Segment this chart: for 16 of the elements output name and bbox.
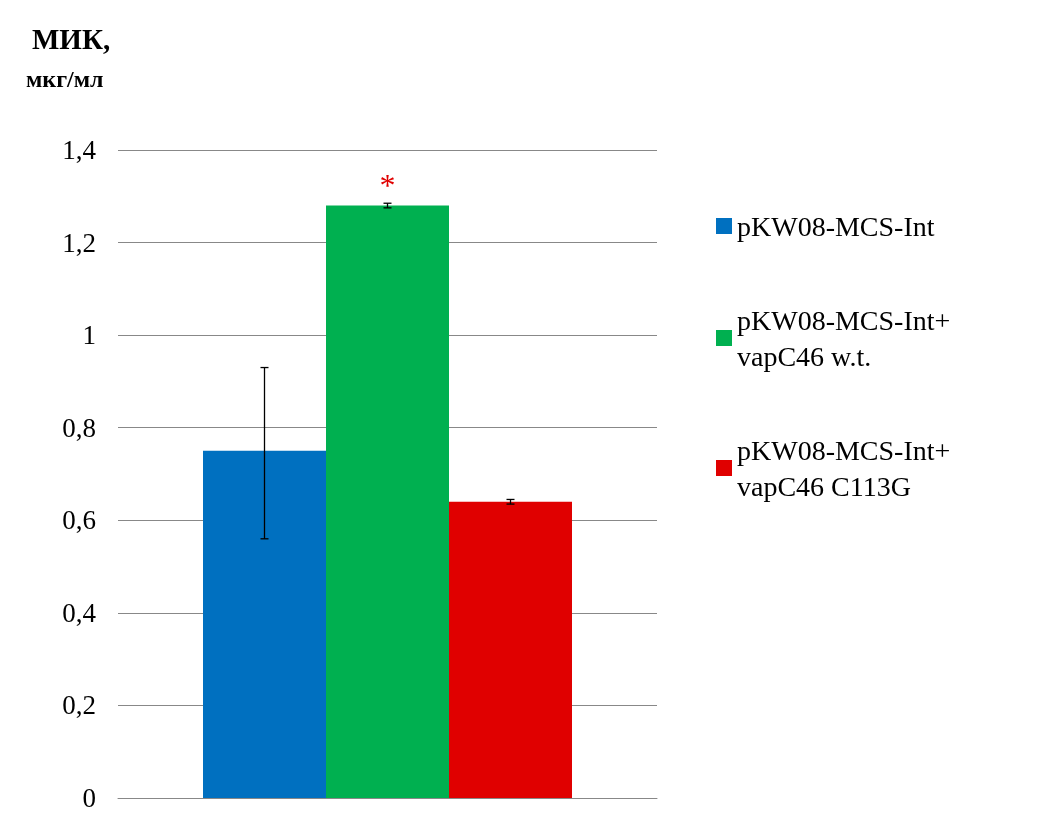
bar	[449, 501, 572, 798]
bar	[203, 450, 326, 798]
y-tick-label: 1,2	[62, 227, 96, 258]
y-tick-label: 0	[82, 783, 96, 813]
legend-label: pKW08-MCS-Int+ vapC46 C113G	[737, 434, 958, 502]
y-tick-label: 1	[82, 320, 96, 351]
y-tick-label: 0,6	[62, 505, 96, 536]
bar	[326, 205, 449, 798]
y-tick-label: 0,2	[62, 690, 96, 721]
legend-label: pKW08-MCS-Int+ vapC46 w.t.	[737, 304, 958, 372]
y-tick-label: 0,8	[62, 412, 96, 443]
y-tick-label: 0,4	[62, 597, 97, 628]
y-tick-label: 1,4	[62, 135, 97, 165]
annotation: *	[379, 167, 396, 204]
y-axis-title: МИК, мкг/мл	[26, 22, 111, 92]
legend-label: pKW08-MCS-Int	[737, 210, 935, 242]
